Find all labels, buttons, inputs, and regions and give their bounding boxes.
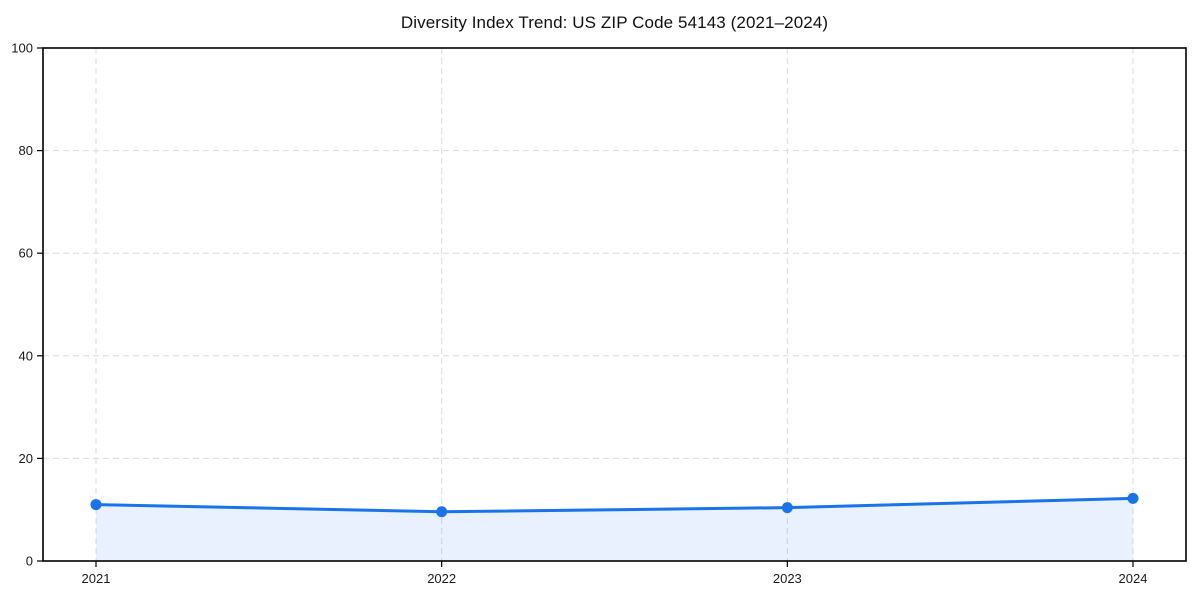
x-tick-label: 2024 — [1119, 571, 1148, 586]
axis-ticks — [37, 47, 1134, 567]
x-tick-label: 2022 — [427, 571, 456, 586]
data-points — [90, 492, 1139, 518]
y-tick-label: 60 — [19, 246, 33, 261]
y-tick-label: 40 — [19, 348, 33, 363]
area-fill — [96, 498, 1133, 561]
trend-line — [94, 496, 1135, 514]
gridlines — [43, 48, 1186, 561]
y-tick-label: 100 — [11, 41, 33, 56]
chart-title: Diversity Index Trend: US ZIP Code 54143… — [400, 13, 829, 32]
y-tick-label: 0 — [26, 554, 33, 569]
x-tick-label: 2023 — [773, 571, 802, 586]
data-point-2023 — [781, 502, 793, 514]
y-tick-label: 80 — [19, 143, 33, 158]
data-point-2021 — [90, 499, 102, 511]
data-point-2022 — [436, 506, 448, 518]
axis-tick-labels: 0 20 40 60 80 100 2021 2022 2023 2024 — [11, 41, 1147, 587]
x-tick-label: 2021 — [82, 571, 111, 586]
y-tick-label: 20 — [19, 451, 33, 466]
data-point-2024 — [1127, 492, 1139, 504]
plot-frame — [42, 47, 1187, 562]
